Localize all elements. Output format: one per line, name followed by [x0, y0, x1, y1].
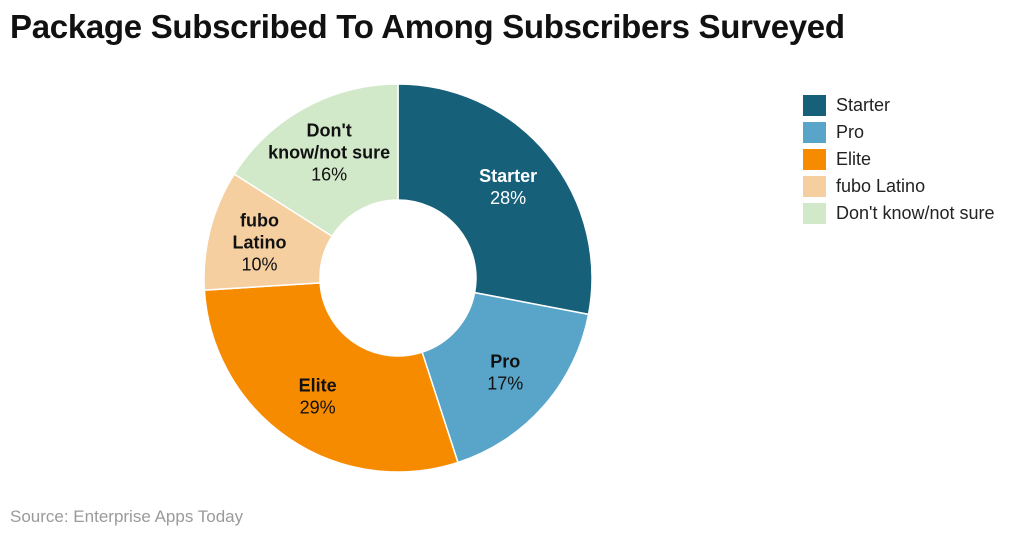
- legend-swatch: [803, 176, 826, 197]
- legend-label: Starter: [836, 95, 891, 115]
- slice-elite: [203, 282, 459, 473]
- slice-value: 10%: [241, 254, 277, 274]
- legend-label: Don't know/not sure: [836, 203, 995, 223]
- legend-swatch: [803, 203, 826, 224]
- chart-title: Package Subscribed To Among Subscribers …: [10, 8, 845, 45]
- legend-item-elite: Elite: [803, 146, 995, 173]
- slice-name: Latino: [232, 232, 286, 252]
- legend: Starter Pro Elite fubo Latino Don't know/not…: [803, 92, 995, 227]
- legend-label: fubo Latino: [836, 176, 926, 196]
- slice-value: 29%: [300, 397, 336, 417]
- slice-name: Pro: [490, 352, 520, 372]
- legend-swatch: [803, 122, 826, 143]
- legend-item-fubo-latino: fubo Latino: [803, 173, 995, 200]
- slice-name: Elite: [299, 375, 337, 395]
- legend-label: Elite: [836, 149, 872, 169]
- slice-label-don-t-know-not-sure: Don't know/not sure 16%: [268, 121, 390, 185]
- slice-label-pro: Pro 17%: [487, 352, 523, 394]
- slice-value: 16%: [311, 165, 347, 185]
- slice-name: know/not sure: [268, 143, 390, 163]
- slice-name: fubo: [240, 210, 279, 230]
- slice-starter: [397, 83, 593, 316]
- slice-label-elite: Elite 29%: [299, 375, 337, 417]
- legend-swatch: [803, 95, 826, 116]
- legend-item-starter: Starter: [803, 92, 995, 119]
- legend-item-pro: Pro: [803, 119, 995, 146]
- slice-label-starter: Starter 28%: [479, 166, 537, 208]
- slice-name: Don't: [306, 121, 351, 141]
- legend-swatch: [803, 149, 826, 170]
- slice-pro: [421, 291, 590, 464]
- source-note: Source: Enterprise Apps Today: [10, 507, 244, 526]
- donut-slices: [203, 83, 593, 473]
- legend-label: Pro: [836, 122, 865, 142]
- legend-item-don-t-know-not-sure: Don't know/not sure: [803, 200, 995, 227]
- slice-label-fubo-latino: fubo Latino 10%: [232, 210, 286, 274]
- slice-value: 28%: [490, 188, 526, 208]
- donut-slice-labels: Starter 28% Pro 17% Elite 29% fubo Latino 10% Don…: [232, 121, 537, 418]
- slice-name: Starter: [479, 166, 537, 186]
- slice-don-t-know-not-sure: [233, 83, 399, 238]
- slice-value: 17%: [487, 374, 523, 394]
